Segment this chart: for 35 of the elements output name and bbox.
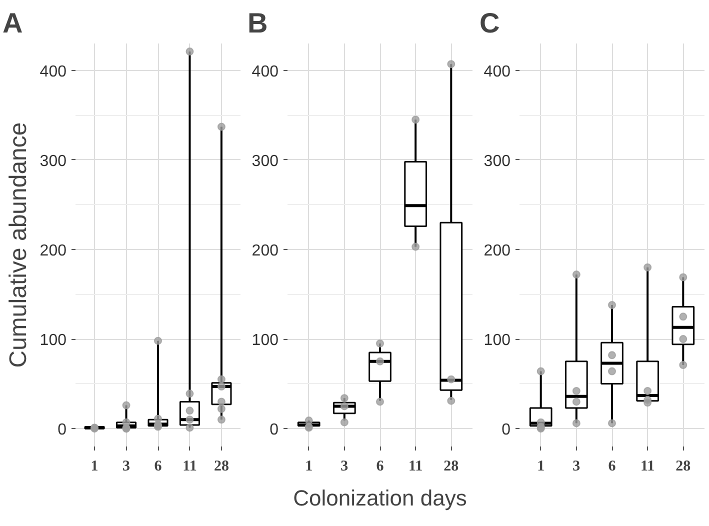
x-axis-title: Colonization days bbox=[293, 486, 467, 510]
y-tick-label: 0 bbox=[270, 422, 279, 439]
y-tick-label: 400 bbox=[40, 63, 67, 80]
y-tick-label: 0 bbox=[502, 422, 511, 439]
x-tick-label: 6 bbox=[376, 458, 384, 474]
y-axis-title: Cumulative abundance bbox=[4, 122, 32, 368]
x-tick-label: 11 bbox=[408, 458, 423, 474]
y-tick-label: 100 bbox=[484, 332, 511, 350]
x-tick-label: 3 bbox=[572, 458, 580, 474]
chart-title: B bbox=[248, 8, 268, 38]
y-tick-label: 400 bbox=[252, 63, 279, 80]
x-tick-label: 28 bbox=[214, 458, 229, 474]
y-tick-label: 100 bbox=[252, 332, 279, 350]
y-tick-label: 400 bbox=[484, 63, 511, 80]
y-tick-label: 300 bbox=[40, 152, 67, 170]
x-tick-label: 11 bbox=[182, 458, 197, 474]
x-tick-label: 28 bbox=[444, 458, 459, 474]
y-tick-label: 100 bbox=[40, 332, 67, 350]
x-tick-label: 1 bbox=[537, 458, 545, 474]
chart-title: A bbox=[2, 8, 23, 38]
y-tick-label: 300 bbox=[484, 152, 511, 170]
y-tick-label: 0 bbox=[58, 422, 67, 439]
y-tick-label: 300 bbox=[252, 152, 279, 170]
x-tick-label: 6 bbox=[154, 458, 162, 474]
x-tick-label: 28 bbox=[676, 458, 691, 474]
y-tick-label: 200 bbox=[484, 242, 511, 260]
x-tick-label: 6 bbox=[608, 458, 616, 474]
x-tick-label: 3 bbox=[122, 458, 130, 474]
y-tick-label: 200 bbox=[252, 242, 279, 260]
x-tick-label: 3 bbox=[340, 458, 348, 474]
x-tick-label: 1 bbox=[305, 458, 313, 474]
x-tick-label: 1 bbox=[90, 458, 98, 474]
chart-title: C bbox=[480, 8, 500, 38]
x-tick-label: 11 bbox=[640, 458, 655, 474]
y-tick-label: 200 bbox=[40, 242, 67, 260]
